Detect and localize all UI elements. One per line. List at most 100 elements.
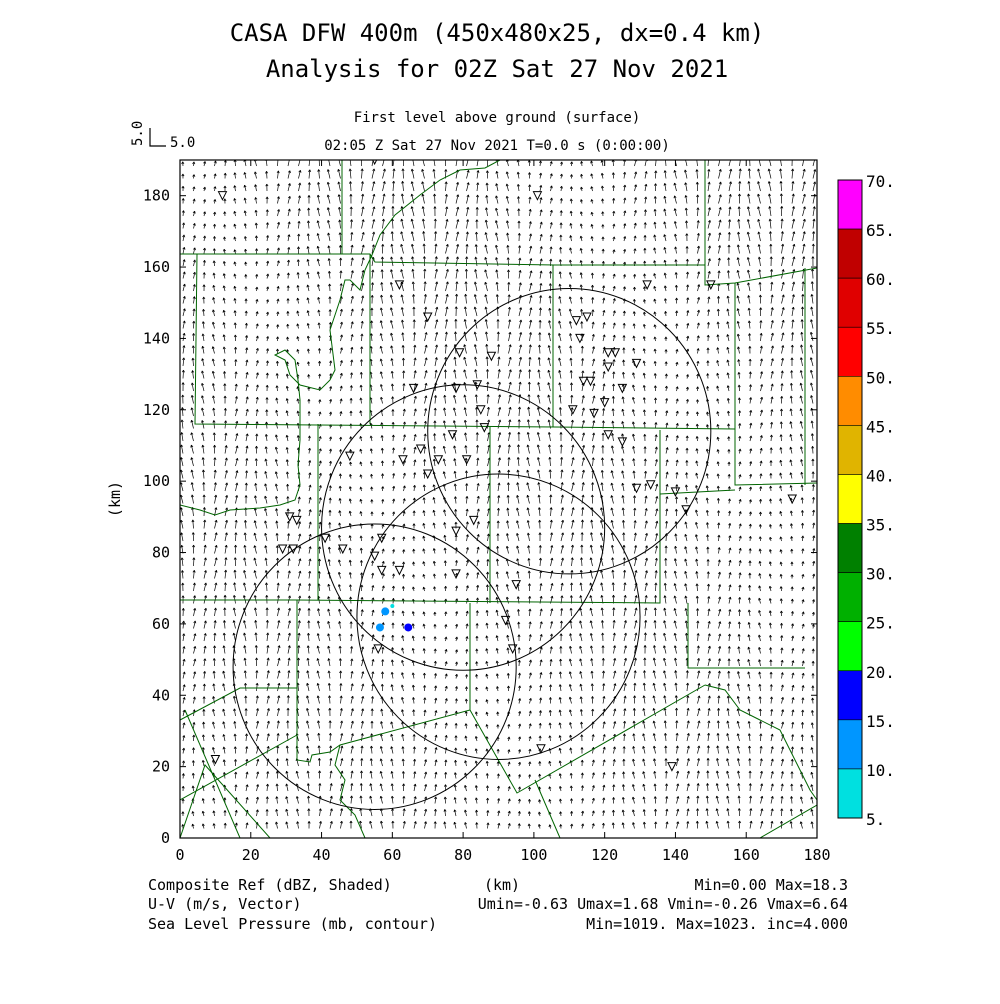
plot-area: 0 20 40 60 80 100 120 140 160 180 0 20 40 60 80 100 120…: [143, 159, 831, 864]
station-marker: [479, 423, 490, 433]
station-marker: [599, 398, 610, 408]
station-marker: [532, 191, 543, 201]
station-marker: [631, 483, 642, 494]
y-axis-label: (km): [106, 481, 124, 517]
y-tick-label: 40: [152, 686, 170, 704]
station-marker: [670, 487, 681, 497]
footer-left-3: Sea Level Pressure (mb, contour): [148, 915, 437, 933]
colorbar-label: 55.: [866, 319, 895, 338]
station-marker: [422, 469, 433, 480]
colorbar-swatch: [837, 376, 863, 426]
station-marker: [291, 515, 302, 526]
y-tick-label: 80: [152, 544, 170, 562]
county-line: [180, 687, 297, 721]
colorbar-swatch: [837, 425, 863, 475]
station-marker: [706, 280, 716, 291]
colorbar-swatch: [837, 572, 863, 622]
station-marker: [277, 544, 288, 555]
station-marker: [376, 565, 387, 576]
subtitle-level: First level above ground (surface): [354, 110, 641, 126]
station-marker: [433, 455, 444, 465]
county-line: [194, 253, 817, 486]
colorbar-label: 65.: [866, 221, 895, 240]
station-marker: [320, 533, 330, 544]
station-marker: [415, 444, 426, 455]
station-marker: [451, 569, 461, 580]
station-marker: [578, 376, 589, 387]
station-marker: [454, 348, 465, 358]
radar-range-ring: [427, 287, 712, 575]
footer-right-1: Min=0.00 Max=18.3: [694, 876, 848, 894]
wind-vector-field: [180, 160, 817, 829]
county-line: [687, 603, 805, 669]
station-marker: [575, 333, 585, 344]
station-marker: [603, 362, 614, 373]
station-marker: [284, 512, 295, 522]
title-line2: Analysis for 02Z Sat 27 Nov 2021: [266, 55, 728, 83]
station-marker: [610, 348, 621, 358]
plot-frame: [179, 159, 818, 839]
y-tick-label: 160: [143, 258, 170, 276]
colorbar-label: 25.: [866, 614, 895, 633]
colorbar-label: 5.: [866, 810, 885, 829]
y-tick-label: 0: [161, 829, 170, 847]
station-marker: [451, 383, 461, 394]
title-line1: CASA DFW 400m (450x480x25, dx=0.4 km): [230, 19, 765, 47]
colorbar-frame: [837, 179, 863, 819]
footer-left-1: Composite Ref (dBZ, Shaded): [148, 876, 392, 894]
wind-vectors: [180, 160, 817, 829]
boundary-line: [704, 684, 817, 801]
station-marker: [500, 615, 511, 626]
station-marker: [617, 437, 628, 448]
station-marker: [373, 644, 383, 654]
x-tick-label: 40: [313, 846, 331, 864]
station-marker: [667, 762, 677, 772]
y-tick-label: 60: [152, 615, 170, 633]
colorbar-swatch: [837, 523, 863, 573]
footer: Composite Ref (dBZ, Shaded) U-V (m/s, Ve…: [148, 876, 848, 933]
station-markers: [210, 160, 798, 772]
county-line: [180, 253, 817, 286]
county-line: [180, 764, 271, 838]
station-marker: [461, 455, 472, 465]
vector-key: 5.0 5.0: [130, 121, 195, 151]
colorbar-label: 20.: [866, 663, 895, 682]
county-line: [759, 804, 817, 838]
station-marker: [603, 430, 614, 440]
station-marker: [447, 430, 458, 440]
station-marker: [451, 526, 461, 537]
radar-range-rings: [232, 287, 712, 810]
station-marker: [642, 280, 652, 291]
colorbar-swatch: [837, 326, 863, 377]
colorbar-label: 15.: [866, 712, 895, 731]
station-marker: [631, 358, 642, 369]
footer-left-2: U-V (m/s, Vector): [148, 895, 302, 913]
x-tick-label: 60: [383, 846, 401, 864]
footer-right-2: Umin=-0.63 Umax=1.68 Vmin=-0.26 Vmax=6.6…: [478, 895, 848, 913]
county-line: [180, 734, 298, 801]
colorbar-swatch: [837, 277, 863, 328]
footer-center-1: (km): [484, 876, 520, 894]
station-marker: [507, 644, 518, 654]
colorbar-swatch: [837, 179, 863, 230]
colorbar-label: 40.: [866, 466, 895, 485]
colorbar-label: 50.: [866, 368, 895, 387]
y-tick-label: 100: [143, 472, 170, 490]
boundary-line: [334, 744, 366, 838]
colorbar-label: 10.: [866, 761, 895, 780]
colorbar-label: 30.: [866, 565, 895, 584]
reflectivity-cell: [390, 604, 395, 609]
x-axis-ticks: 0 20 40 60 80 100 120 140 160 180: [175, 160, 831, 864]
colorbar-label: 60.: [866, 270, 895, 289]
reflectivity-cell: [381, 607, 390, 616]
y-tick-label: 180: [143, 187, 170, 205]
station-marker: [571, 316, 582, 326]
station-marker: [585, 376, 596, 387]
county-line: [534, 779, 561, 838]
vector-key-horizontal-label: 5.0: [170, 135, 195, 151]
station-marker: [536, 744, 546, 754]
x-tick-label: 20: [242, 846, 260, 864]
station-marker: [472, 380, 483, 390]
radar-range-ring: [356, 473, 641, 760]
reflectivity-cell: [404, 623, 413, 632]
